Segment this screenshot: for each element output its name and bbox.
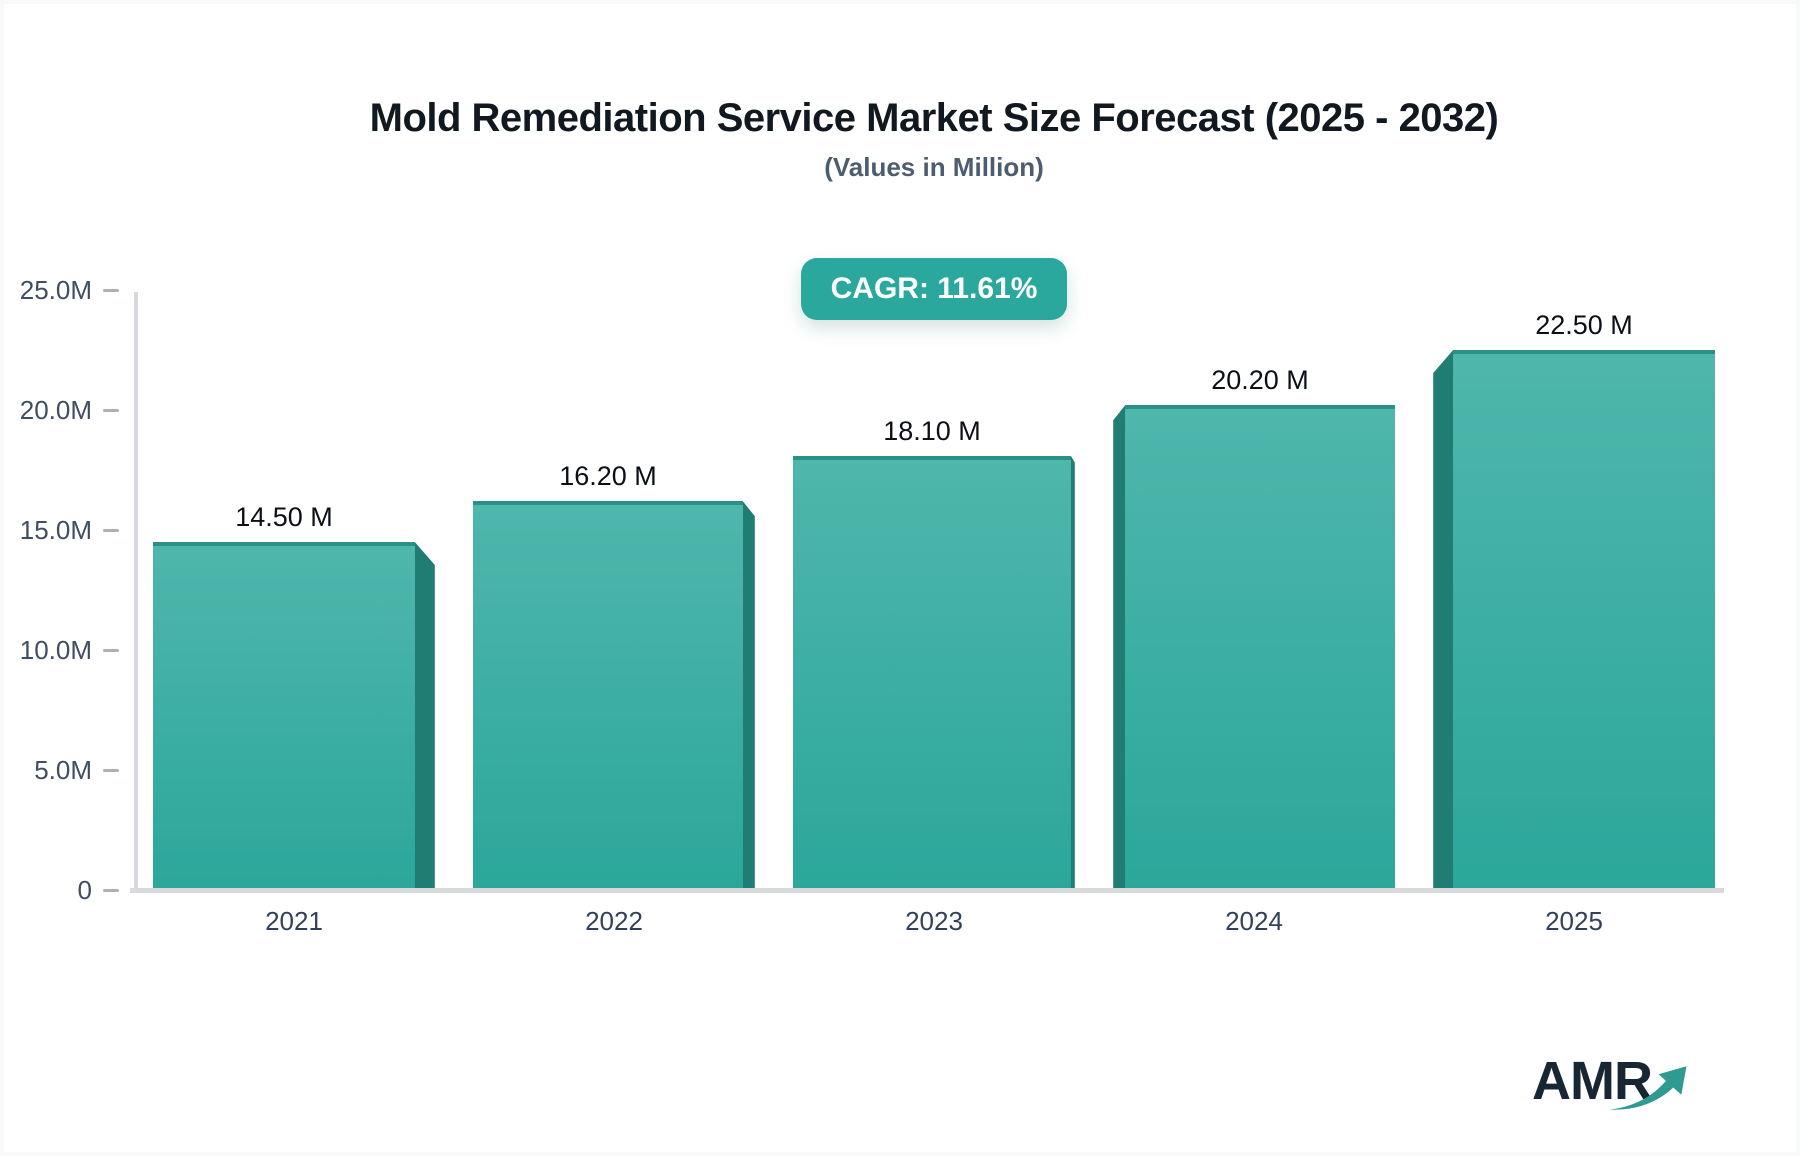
bar-slot: 18.10 M — [774, 290, 1094, 890]
y-tick-label: 15.0M — [19, 515, 92, 545]
bar-2023: 18.10 M — [793, 416, 1075, 890]
bar-slot: 14.50 M — [134, 290, 454, 890]
chart-title: Mold Remediation Service Market Size For… — [369, 96, 1499, 140]
y-axis: 25.0M 20.0M 15.0M 10.0M 5.0M 0 — [4, 275, 134, 905]
bar-side-face — [1113, 405, 1126, 890]
bar-face: 22.50 M — [1453, 310, 1715, 890]
y-axis-line — [134, 292, 138, 890]
chart-subtitle: (Values in Million) — [824, 152, 1044, 182]
x-tick-label: 2025 — [1545, 906, 1603, 936]
bar-side-face — [414, 542, 435, 890]
bar-face: 14.50 M — [153, 502, 415, 890]
bar-slot: 20.20 M — [1094, 290, 1414, 890]
x-tick-label: 2024 — [1225, 906, 1283, 936]
y-tick-label: 25.0M — [19, 275, 92, 305]
bar-value-label: 14.50 M — [235, 502, 333, 532]
x-tick-label: 2023 — [905, 906, 963, 936]
bar-face: 20.20 M — [1125, 365, 1395, 890]
x-tick-label: 2021 — [265, 906, 323, 936]
amr-logo-text: AMR — [1532, 1051, 1653, 1111]
bar-2025: 22.50 M — [1433, 310, 1715, 890]
amr-logo: AMR — [1532, 1051, 1696, 1111]
y-tick-mark — [103, 889, 119, 892]
y-tick-label: 20.0M — [19, 395, 92, 425]
bar-value-label: 20.20 M — [1211, 365, 1309, 396]
bar-value-label: 16.20 M — [559, 461, 657, 492]
x-tick-label: 2022 — [585, 906, 643, 936]
bar-value-label: 18.10 M — [883, 415, 981, 446]
bar-slot: 16.20 M — [454, 290, 774, 890]
x-axis-labels: 2021 2022 2023 2024 2025 — [134, 906, 1734, 937]
bar-face: 16.20 M — [473, 461, 743, 890]
y-tick-mark — [103, 529, 119, 532]
y-tick-mark — [103, 289, 119, 292]
bar-side-face — [1433, 350, 1454, 890]
y-tick-mark — [103, 769, 119, 772]
cagr-badge: CAGR: 11.61% — [800, 258, 1068, 320]
growth-arrow-icon — [1609, 1066, 1687, 1110]
y-tick-label: 0 — [77, 875, 92, 905]
bar-2021: 14.50 M — [153, 502, 435, 890]
bar-side-face — [742, 501, 755, 890]
bar-side-face — [1070, 455, 1075, 890]
bar-2024: 20.20 M — [1113, 365, 1395, 890]
bar-value-label: 22.50 M — [1535, 310, 1633, 340]
y-tick-label: 10.0M — [19, 635, 92, 665]
plot-area: 14.50 M 16.20 M 18.10 M 20.20 M 22.50 M — [134, 290, 1734, 890]
bar-slot: 22.50 M — [1414, 290, 1734, 890]
x-axis-line — [130, 888, 1724, 893]
cagr-badge-row: CAGR: 11.61% — [134, 258, 1734, 320]
y-tick-mark — [103, 649, 119, 652]
y-tick-label: 5.0M — [34, 755, 92, 785]
y-tick-mark — [103, 409, 119, 412]
bar-2022: 16.20 M — [473, 461, 755, 890]
bar-face: 18.10 M — [793, 416, 1071, 890]
